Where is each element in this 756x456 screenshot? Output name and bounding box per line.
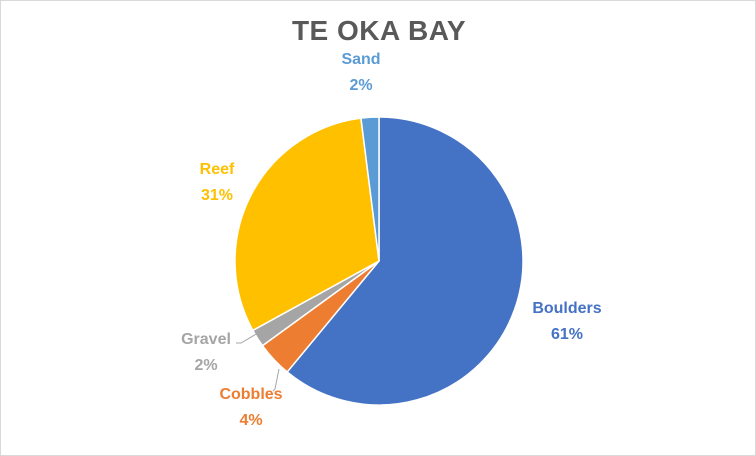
data-label-value-gravel: 2% [194, 357, 217, 374]
pie-slice-boulders [286, 116, 524, 406]
data-label-name-boulders: Boulders [532, 300, 601, 317]
pie-slice-sand [360, 116, 380, 262]
data-label-value-reef: 31% [201, 187, 233, 204]
data-label-value-cobbles: 4% [239, 412, 262, 429]
leader-line-cobbles [272, 368, 280, 392]
data-label-name-gravel: Gravel [181, 331, 231, 348]
data-label-value-boulders: 61% [551, 326, 583, 343]
data-label-name-reef: Reef [200, 161, 235, 178]
data-label-value-sand: 2% [349, 77, 372, 94]
data-label-name-sand: Sand [341, 51, 380, 68]
pie-slice-reef [234, 117, 380, 332]
leader-line-gravel [236, 332, 259, 344]
chart-title: TE OKA BAY [291, 15, 467, 46]
data-label-name-cobbles: Cobbles [219, 386, 282, 403]
